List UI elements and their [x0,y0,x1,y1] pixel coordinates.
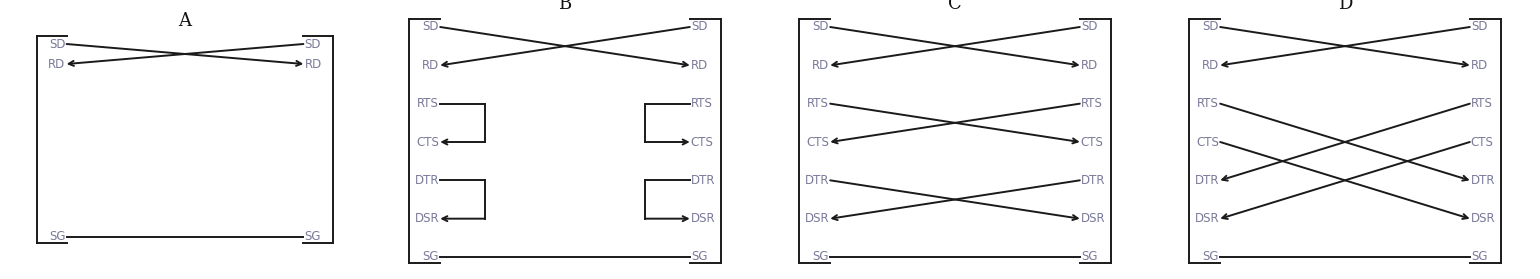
Text: RD: RD [1471,59,1488,72]
Text: SG: SG [1081,251,1098,263]
Text: A: A [179,12,191,30]
Text: SG: SG [1203,251,1220,263]
Text: DSR: DSR [414,212,439,225]
Text: SG: SG [813,251,829,263]
Text: SD: SD [422,20,439,33]
Text: SD: SD [691,20,707,33]
Text: RD: RD [691,59,708,72]
Text: SD: SD [813,20,829,33]
Text: SD: SD [305,37,320,50]
Text: SD: SD [1081,20,1098,33]
Text: SD: SD [1471,20,1488,33]
Text: DTR: DTR [1471,174,1495,187]
Text: SD: SD [49,37,66,50]
Text: DTR: DTR [805,174,829,187]
Text: RTS: RTS [1081,97,1103,110]
Text: CTS: CTS [1471,136,1494,148]
Text: CTS: CTS [1081,136,1104,148]
Text: RTS: RTS [807,97,829,110]
Text: SD: SD [1203,20,1220,33]
Text: B: B [559,0,571,13]
Text: DTR: DTR [1081,174,1106,187]
Text: RD: RD [305,57,322,71]
Text: DSR: DSR [1471,212,1495,225]
Text: DTR: DTR [414,174,439,187]
Text: SG: SG [49,230,66,244]
Text: DSR: DSR [1195,212,1220,225]
Text: SG: SG [1471,251,1488,263]
Text: SG: SG [422,251,439,263]
Text: RTS: RTS [1197,97,1220,110]
Text: RTS: RTS [1471,97,1492,110]
Text: RTS: RTS [691,97,713,110]
Text: RD: RD [812,59,829,72]
Text: RD: RD [1081,59,1098,72]
Text: CTS: CTS [1197,136,1220,148]
Text: D: D [1338,0,1352,13]
Text: CTS: CTS [807,136,829,148]
Text: DTR: DTR [1195,174,1220,187]
Text: SG: SG [691,251,707,263]
Text: RD: RD [1201,59,1220,72]
Text: DSR: DSR [691,212,716,225]
Text: SG: SG [305,230,320,244]
Text: DTR: DTR [691,174,715,187]
Text: DSR: DSR [804,212,829,225]
Text: CTS: CTS [691,136,713,148]
Text: CTS: CTS [416,136,439,148]
Text: C: C [949,0,962,13]
Text: DSR: DSR [1081,212,1106,225]
Text: RTS: RTS [417,97,439,110]
Text: RD: RD [48,57,66,71]
Text: RD: RD [422,59,439,72]
